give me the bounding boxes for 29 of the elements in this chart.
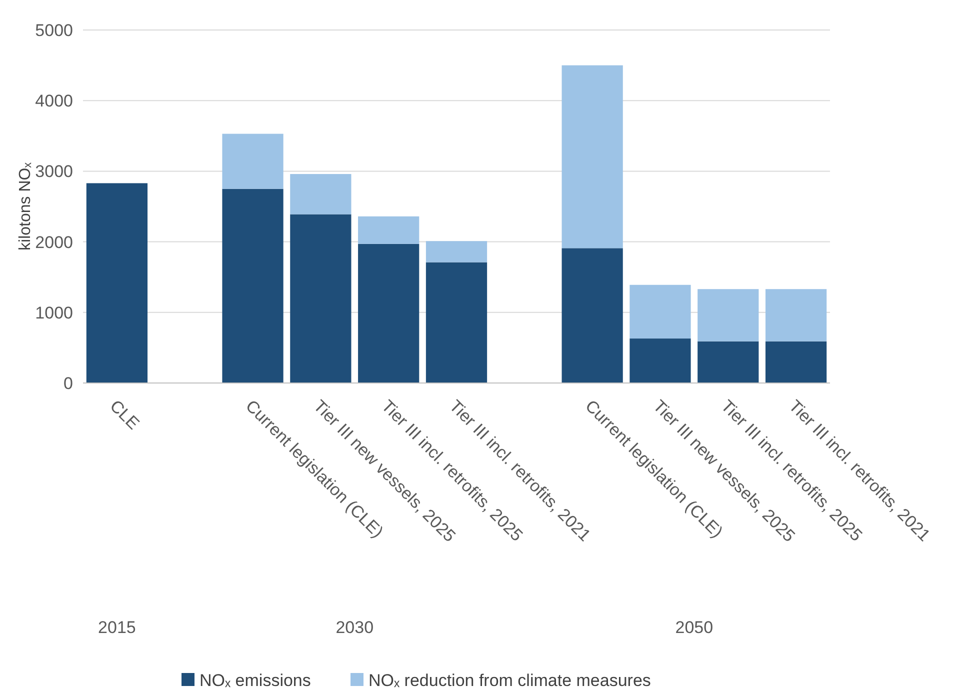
y-tick-label: 5000 — [35, 20, 73, 40]
bar — [426, 241, 488, 262]
y-tick-label: 0 — [64, 374, 73, 393]
bar — [765, 289, 827, 342]
bar — [562, 248, 623, 383]
y-tick-label: 1000 — [35, 303, 73, 322]
bar — [222, 188, 284, 383]
text: 2050 — [675, 618, 714, 637]
y-tick-label: 3000 — [35, 162, 73, 182]
legend-label: NOₓ emissions — [200, 671, 311, 690]
bar — [86, 183, 148, 383]
bar — [222, 134, 284, 189]
bar — [358, 216, 420, 244]
bar — [290, 214, 352, 383]
bar — [765, 341, 827, 383]
legend-label: NOₓ reduction from climate measures — [368, 671, 651, 690]
text: 2030 — [336, 618, 374, 637]
bar — [426, 262, 488, 383]
bar — [630, 284, 691, 339]
bar — [358, 244, 420, 383]
text: 2015 — [98, 618, 136, 637]
bar — [698, 341, 759, 383]
bar — [290, 174, 352, 214]
y-tick-label: 2000 — [35, 232, 73, 252]
bar — [630, 338, 691, 383]
y-tick-label: 4000 — [35, 92, 73, 111]
bar — [562, 65, 623, 248]
bar — [698, 289, 759, 342]
y-axis-title: kilotons NOₓ — [17, 162, 34, 250]
